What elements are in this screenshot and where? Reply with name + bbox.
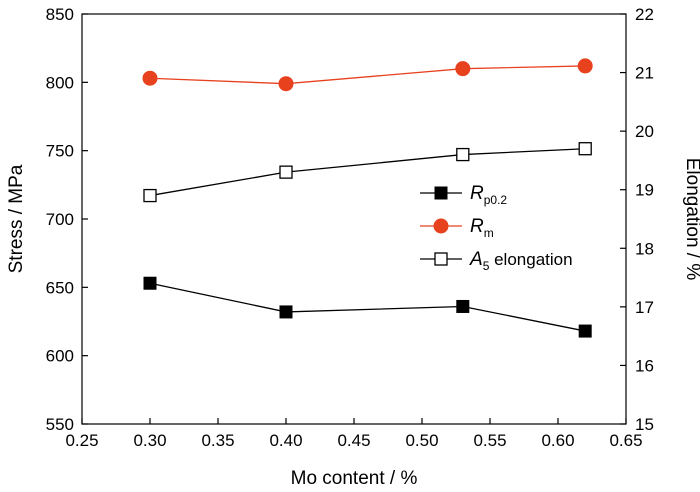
- data-point: [279, 165, 293, 179]
- x-tick-label: 0.30: [133, 431, 166, 450]
- y-right-tick-label: 21: [635, 64, 654, 83]
- data-point: [143, 276, 157, 290]
- y-left-tick-label: 600: [46, 347, 74, 366]
- series-line: [149, 148, 586, 197]
- legend-item: Rp0.2: [420, 183, 507, 207]
- y-right-axis-ticks: 15 16 17 18 19 20 21 22: [620, 5, 654, 434]
- data-point: [142, 70, 158, 86]
- y-left-tick-label: 700: [46, 210, 74, 229]
- legend-label: Rm: [470, 216, 494, 240]
- y-right-tick-label: 22: [635, 5, 654, 24]
- y-right-tick-label: 16: [635, 356, 654, 375]
- y-left-tick-label: 550: [46, 415, 74, 434]
- legend-marker: [434, 186, 448, 200]
- x-tick-label: 0.45: [337, 431, 370, 450]
- series-line: [149, 282, 586, 332]
- x-axis-ticks: 0.25 0.30 0.35 0.40 0.45 0.50 0.55 0.60 0.65: [65, 418, 643, 450]
- legend: Rp0.2 Rm A5 elongation: [420, 183, 573, 273]
- x-tick-label: 0.55: [473, 431, 506, 450]
- y-left-axis-title: Stress / MPa: [6, 164, 27, 273]
- data-point: [578, 324, 592, 338]
- y-left-tick-label: 800: [46, 73, 74, 92]
- legend-label: A5 elongation: [469, 249, 573, 273]
- x-axis-title: Mo content / %: [291, 468, 418, 489]
- data-point: [279, 305, 293, 319]
- y-left-tick-label: 850: [46, 5, 74, 24]
- data-point: [456, 299, 470, 313]
- data-point: [578, 142, 592, 156]
- x-tick-label: 0.40: [269, 431, 302, 450]
- series-1: [142, 58, 593, 92]
- legend-marker: [434, 252, 448, 266]
- data-point: [455, 61, 471, 77]
- data-point: [143, 188, 157, 203]
- y-right-tick-label: 17: [635, 298, 654, 317]
- y-right-tick-label: 19: [635, 181, 654, 200]
- legend-marker: [433, 218, 449, 234]
- x-tick-label: 0.35: [201, 431, 234, 450]
- legend-label: Rp0.2: [470, 183, 507, 207]
- y-right-tick-label: 15: [635, 415, 654, 434]
- x-tick-label: 0.50: [405, 431, 438, 450]
- y-right-axis-title: Elongation / %: [682, 158, 700, 281]
- x-tick-label: 0.25: [65, 431, 98, 450]
- data-point: [278, 76, 294, 92]
- y-right-tick-label: 18: [635, 239, 654, 258]
- data-point: [456, 147, 470, 162]
- series-line: [149, 65, 586, 85]
- data-point: [577, 58, 593, 74]
- y-left-axis-ticks: 550 600 650 700 750 800 850: [46, 5, 88, 434]
- x-tick-label: 0.60: [541, 431, 574, 450]
- y-left-tick-label: 750: [46, 142, 74, 161]
- y-right-tick-label: 20: [635, 122, 654, 141]
- legend-item: Rm: [420, 216, 494, 240]
- legend-item: A5 elongation: [420, 249, 573, 273]
- x-tick-label: 0.65: [609, 431, 642, 450]
- y-left-tick-label: 650: [46, 278, 74, 297]
- series-2: [143, 142, 592, 203]
- series-layer: [142, 58, 593, 338]
- plot-frame: [81, 13, 627, 425]
- series-0: [143, 276, 592, 338]
